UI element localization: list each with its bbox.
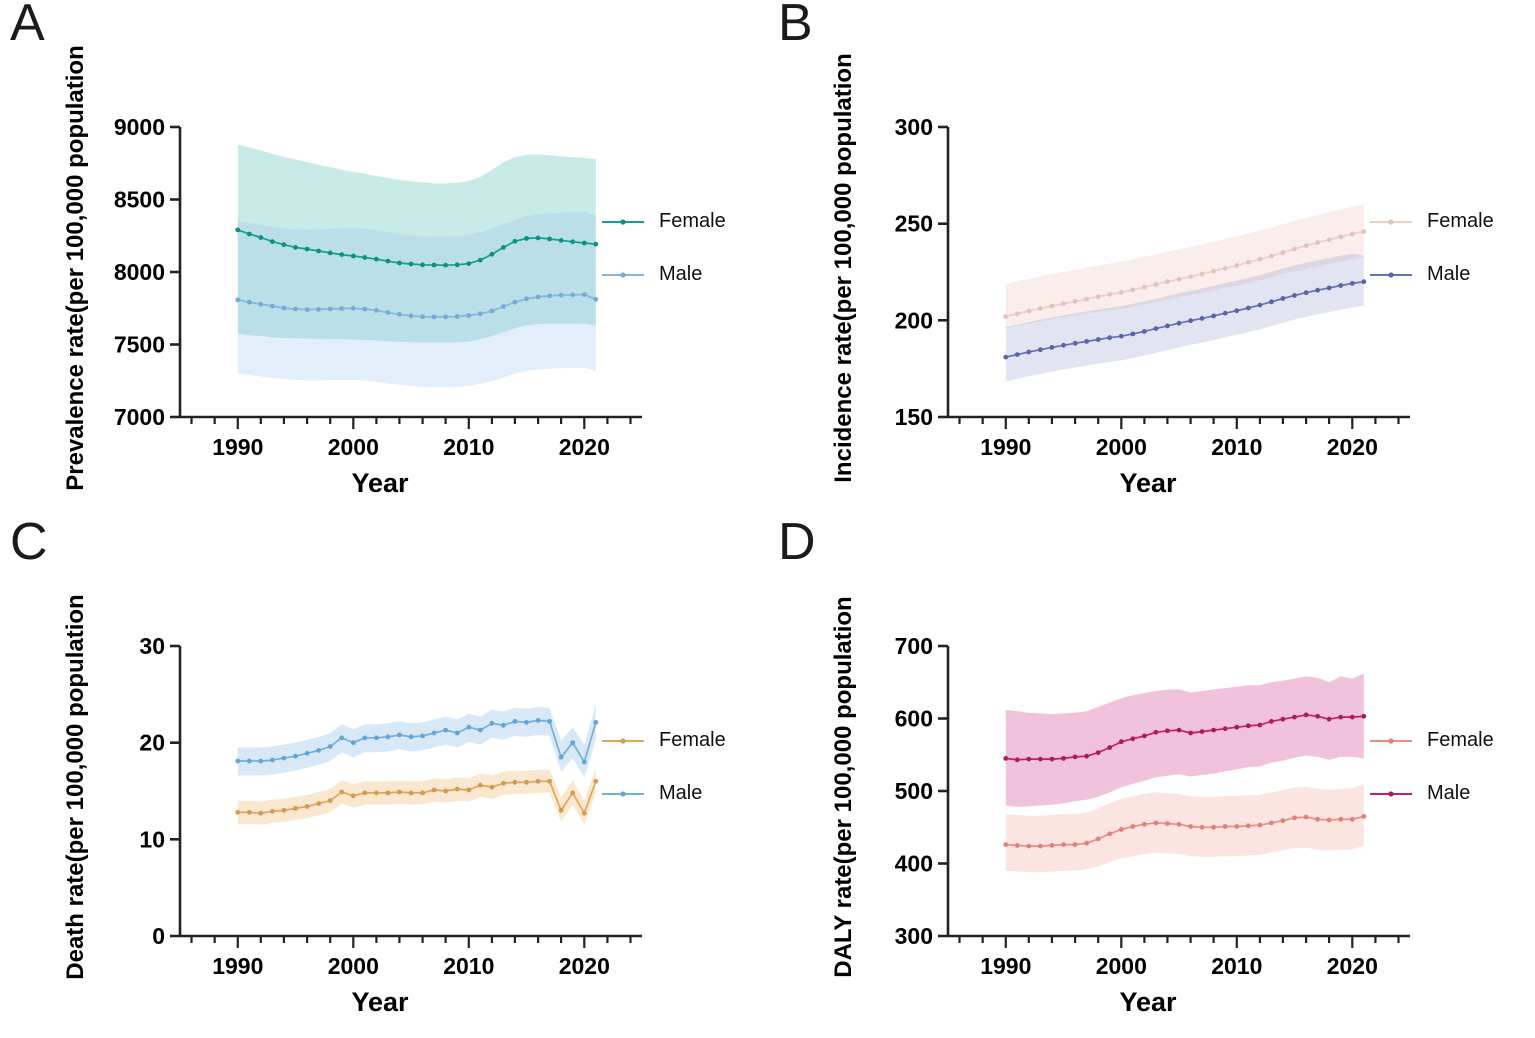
svg-text:150: 150: [895, 404, 933, 430]
panel-b-legend-item-male: Male: [1368, 263, 1494, 286]
svg-text:1990: 1990: [980, 953, 1031, 979]
panel-a: A Prevalence rate(per 100,000 population…: [0, 0, 767, 519]
panel-c-legend-item-female: Female: [600, 729, 726, 752]
panel-d: D DALY rate(per 100,000 population 300 40…: [768, 515, 1535, 1038]
svg-text:500: 500: [895, 778, 933, 804]
panel-c-x-axis-label: Year: [351, 987, 409, 1017]
svg-text:10: 10: [139, 826, 165, 852]
svg-text:2020: 2020: [1327, 953, 1378, 979]
panel-a-y-axis-label: Prevalence rate(per 100,000 population: [62, 45, 89, 491]
svg-text:400: 400: [895, 851, 933, 877]
svg-text:2000: 2000: [328, 434, 379, 460]
panel-d-legend-label-female: Female: [1427, 729, 1494, 751]
svg-text:300: 300: [895, 114, 933, 140]
panel-a-legend-label-female: Female: [659, 210, 726, 232]
panel-d-letter: D: [778, 513, 816, 571]
panel-b-legend-item-female: Female: [1368, 210, 1494, 233]
panel-a-x-axis-label: Year: [351, 468, 409, 498]
panel-a-male-line-swatch: [602, 271, 644, 278]
panel-a-legend-item-male: Male: [600, 263, 726, 286]
panel-b-plot-area: 150 200 250 300 1990 2000 2010 2020: [895, 114, 1410, 460]
panel-c-male-line-swatch: [602, 790, 644, 797]
panel-a-legend-item-female: Female: [600, 210, 726, 233]
svg-text:1990: 1990: [980, 434, 1031, 460]
svg-text:200: 200: [895, 307, 933, 333]
svg-text:600: 600: [895, 706, 933, 732]
panel-b-legend-label-female: Female: [1427, 210, 1494, 232]
svg-text:700: 700: [895, 633, 933, 659]
panel-c-legend-label-male: Male: [659, 782, 703, 804]
panel-d-legend-label-male: Male: [1427, 782, 1471, 804]
panel-d-male-line-swatch: [1370, 790, 1412, 797]
panel-b-male-line-swatch: [1370, 271, 1412, 278]
panel-c-legend-item-male: Male: [600, 782, 726, 805]
svg-text:2000: 2000: [328, 953, 379, 979]
svg-text:2010: 2010: [1211, 953, 1262, 979]
panel-c-legend-label-female: Female: [659, 729, 726, 751]
svg-text:20: 20: [139, 730, 165, 756]
panel-b-y-axis-label: Incidence rate(per 100,000 population: [830, 53, 857, 483]
svg-text:2020: 2020: [559, 434, 610, 460]
panel-a-plot-area: 7000 7500 8000 8500 9000 1990 2000 2010 2020: [114, 114, 642, 460]
panel-d-legend: Female Male: [1368, 729, 1494, 805]
panel-b: B Incidence rate(per 100,000 population …: [768, 0, 1535, 519]
svg-text:2010: 2010: [1211, 434, 1262, 460]
panel-c-y-axis-label: Death rate(per 100,000 population: [62, 594, 89, 980]
panel-d-plot-area: 300 400 500 600 700 1990 2000 2010 2020: [895, 633, 1410, 979]
panel-d-y-axis-label: DALY rate(per 100,000 population: [830, 596, 857, 978]
panel-a-legend: Female Male: [600, 210, 726, 286]
panel-d-x-axis-label: Year: [1119, 987, 1177, 1017]
panel-c-legend: Female Male: [600, 729, 726, 805]
svg-text:0: 0: [152, 923, 165, 949]
svg-text:30: 30: [139, 633, 165, 659]
svg-text:7000: 7000: [114, 404, 165, 430]
svg-text:2010: 2010: [443, 953, 494, 979]
svg-text:300: 300: [895, 923, 933, 949]
svg-text:2020: 2020: [559, 953, 610, 979]
svg-text:9000: 9000: [114, 114, 165, 140]
panel-c: C Death rate(per 100,000 population 0 10 2…: [0, 515, 767, 1038]
svg-text:7500: 7500: [114, 332, 165, 358]
svg-text:2000: 2000: [1096, 953, 1147, 979]
panel-a-female-line-swatch: [602, 218, 644, 225]
panel-b-letter: B: [778, 0, 813, 52]
panel-b-x-axis-label: Year: [1119, 468, 1177, 498]
panel-a-legend-label-male: Male: [659, 263, 703, 285]
panel-c-female-line-swatch: [602, 737, 644, 744]
svg-text:2000: 2000: [1096, 434, 1147, 460]
svg-text:2010: 2010: [443, 434, 494, 460]
svg-text:1990: 1990: [212, 953, 263, 979]
panel-c-plot-area: 0 10 20 30 1990 2000 2010 2020: [139, 633, 642, 979]
panel-d-legend-item-female: Female: [1368, 729, 1494, 752]
svg-text:2020: 2020: [1327, 434, 1378, 460]
panel-c-letter: C: [10, 513, 48, 571]
panel-b-legend-label-male: Male: [1427, 263, 1471, 285]
panel-b-legend: Female Male: [1368, 210, 1494, 286]
panel-b-female-line-swatch: [1370, 218, 1412, 225]
panel-d-legend-item-male: Male: [1368, 782, 1494, 805]
panel-a-letter: A: [10, 0, 45, 52]
svg-text:250: 250: [895, 211, 933, 237]
svg-text:8000: 8000: [114, 259, 165, 285]
svg-text:8500: 8500: [114, 187, 165, 213]
svg-text:1990: 1990: [212, 434, 263, 460]
panel-d-female-line-swatch: [1370, 737, 1412, 744]
